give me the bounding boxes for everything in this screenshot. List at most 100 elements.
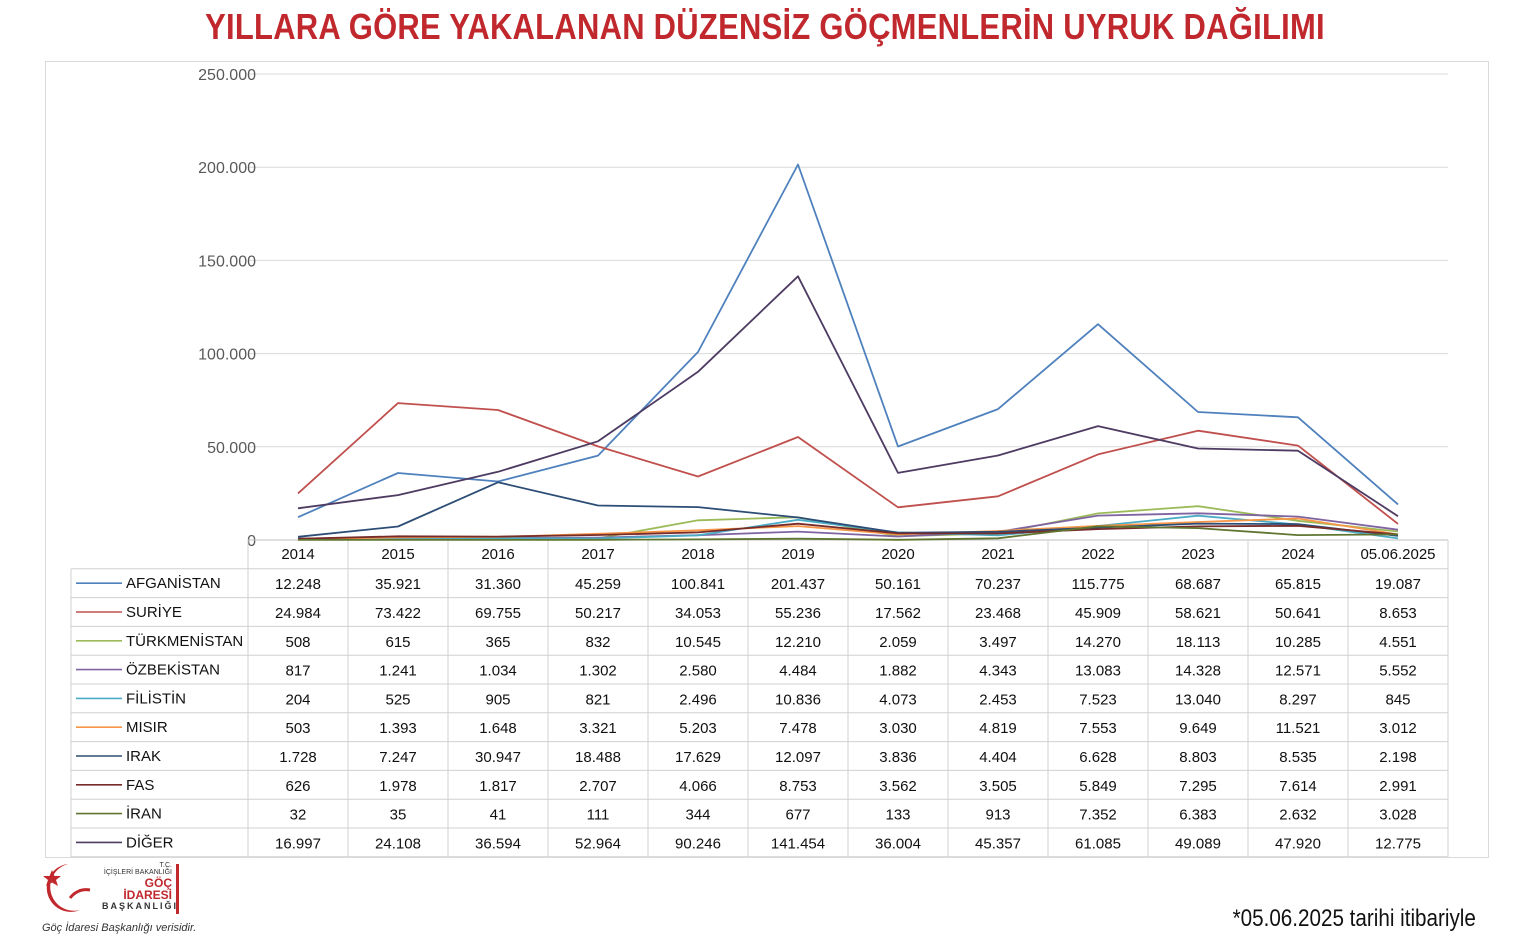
series-label: AFGANİSTAN [126,574,221,592]
table-cell: 47.920 [1275,835,1321,852]
table-cell: 2.991 [1379,778,1417,795]
table-cell: 913 [985,807,1010,824]
table-cell: 68.687 [1175,576,1221,593]
table-cell: 1.648 [479,720,517,737]
table-cell: 5.849 [1079,778,1117,795]
table-cell: 50.217 [575,605,621,622]
table-cell: 8.535 [1279,749,1317,766]
table-cell: 45.259 [575,576,621,593]
table-cell: 65.815 [1275,576,1321,593]
table-cell: 615 [385,634,410,651]
table-cell: 73.422 [375,605,421,622]
table-cell: 17.629 [675,749,721,766]
table-cell: 365 [485,634,510,651]
table-cell: 50.641 [1275,605,1321,622]
table-cell: 3.497 [979,634,1017,651]
table-cell: 14.270 [1075,634,1121,651]
table-cell: 90.246 [675,835,721,852]
series-label: TÜRKMENİSTAN [126,632,243,650]
table-cell: 525 [385,691,410,708]
table-cell: 12.248 [275,576,321,593]
table-cell: 133 [885,807,910,824]
table-cell: 52.964 [575,835,621,852]
table-cell: 4.819 [979,720,1017,737]
table-cell: 7.523 [1079,691,1117,708]
footnote: *05.06.2025 tarihi itibariyle [1232,905,1476,932]
table-cell: 3.030 [879,720,917,737]
table-cell: 35.921 [375,576,421,593]
table-cell: 503 [285,720,310,737]
series-label: DİĞER [126,833,174,851]
series-line [297,163,1399,519]
table-cell: 8.753 [779,778,817,795]
table-cell: 7.614 [1279,778,1317,795]
table-cell: 1.728 [279,749,317,766]
table-cell: 626 [285,778,310,795]
x-tick-label: 2021 [981,546,1014,563]
series-label: MISIR [126,719,168,736]
table-cell: 3.836 [879,749,917,766]
table-cell: 1.978 [379,778,417,795]
x-tick-label: 2023 [1181,546,1214,563]
table-cell: 12.097 [775,749,821,766]
table-cell: 17.562 [875,605,921,622]
table-cell: 2.059 [879,634,917,651]
table-cell: 7.478 [779,720,817,737]
table-cell: 1.393 [379,720,417,737]
table-cell: 4.484 [779,663,817,680]
table-cell: 817 [285,663,310,680]
table-cell: 141.454 [771,835,825,852]
table-cell: 9.649 [1179,720,1217,737]
table-cell: 2.453 [979,691,1017,708]
table-cell: 23.468 [975,605,1021,622]
y-tick-label: 100.000 [198,347,256,364]
table-cell: 31.360 [475,576,521,593]
table-cell: 30.947 [475,749,521,766]
table-cell: 7.247 [379,749,417,766]
table-cell: 61.085 [1075,835,1121,852]
table-cell: 24.984 [275,605,321,622]
chart-title: YILLARA GÖRE YAKALANAN DÜZENSİZ GÖÇMENLE… [205,6,1325,47]
y-tick-label: 250.000 [198,67,256,84]
table-cell: 45.909 [1075,605,1121,622]
table-cell: 204 [285,691,310,708]
table-cell: 49.089 [1175,835,1221,852]
table-cell: 201.437 [771,576,825,593]
series-line [297,481,1399,538]
table-cell: 69.755 [475,605,521,622]
x-tick-label: 05.06.2025 [1360,546,1435,563]
series-label: İRAN [126,805,162,823]
table-cell: 3.321 [579,720,617,737]
x-tick-label: 2022 [1081,546,1114,563]
table-cell: 2.496 [679,691,717,708]
series-label: IRAK [126,748,161,765]
table-cell: 12.775 [1375,835,1421,852]
series-line [298,525,1399,541]
table-cell: 832 [585,634,610,651]
table-cell: 13.083 [1075,663,1121,680]
table-cell: 4.551 [1379,634,1417,651]
table-cell: 3.505 [979,778,1017,795]
y-axis: 0 50.000 100.000 150.000 200.000 250.000 [198,67,256,550]
x-tick-label: 2020 [881,546,914,563]
table-cell: 1.882 [879,663,917,680]
table-cell: 7.553 [1079,720,1117,737]
table-cell: 50.161 [875,576,921,593]
table-cell: 5.203 [679,720,717,737]
x-tick-label: 2018 [681,546,714,563]
logo-ministry: İÇİŞLERİ BAKANLIĞI [103,869,172,877]
series-label: FAS [126,777,154,794]
y-tick-label: 50.000 [207,440,256,457]
data-table: 2014 2015 2016 2017 2018 2019 2020 2021 2022 2023… [70,539,1449,857]
table-cell: 14.328 [1175,663,1221,680]
table-cell: 4.404 [979,749,1017,766]
table-cell: 18.488 [575,749,621,766]
x-tick-label: 2015 [381,546,414,563]
x-tick-label: 2017 [581,546,614,563]
table-cell: 1.034 [479,663,517,680]
series-line [297,522,1399,540]
table-cell: 1.817 [479,778,517,795]
table-cell: 2.707 [579,778,617,795]
table-cell: 4.066 [679,778,717,795]
table-cell: 821 [585,691,610,708]
